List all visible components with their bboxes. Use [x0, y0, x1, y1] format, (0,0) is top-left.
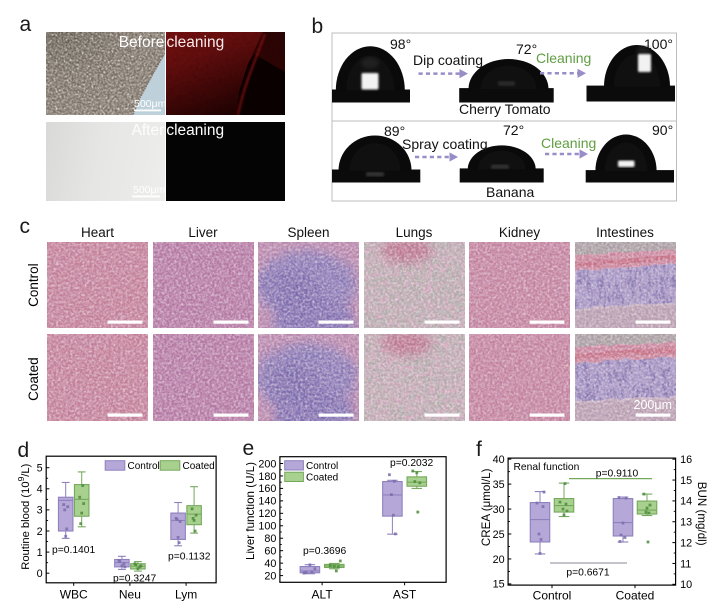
svg-text:120: 120: [258, 508, 276, 520]
svg-text:CREA (μmol/L): CREA (μmol/L): [480, 468, 493, 546]
svg-text:AST: AST: [393, 588, 417, 602]
svg-text:20: 20: [264, 570, 276, 582]
svg-text:p=0.3696: p=0.3696: [303, 546, 347, 557]
svg-text:WBC: WBC: [60, 588, 88, 602]
svg-text:p=0.3247: p=0.3247: [113, 574, 157, 585]
svg-text:BUN (mg/dl): BUN (mg/dl): [695, 482, 708, 546]
svg-text:11: 11: [680, 558, 691, 570]
svg-text:p=0.1132: p=0.1132: [168, 552, 211, 563]
svg-text:p=0.2032: p=0.2032: [390, 458, 434, 469]
svg-text:15: 15: [493, 579, 505, 591]
svg-text:0: 0: [37, 568, 43, 580]
svg-text:100: 100: [258, 521, 276, 533]
svg-text:40: 40: [264, 558, 276, 570]
svg-text:2: 2: [37, 526, 43, 538]
svg-text:500μm: 500μm: [133, 184, 165, 196]
svg-text:Lym: Lym: [175, 588, 197, 602]
svg-text:200: 200: [258, 458, 276, 470]
svg-text:ALT: ALT: [312, 588, 334, 602]
svg-text:60: 60: [264, 545, 276, 557]
svg-text:p=0.9110: p=0.9110: [596, 469, 639, 480]
svg-text:Coated: Coated: [183, 461, 215, 472]
svg-text:30: 30: [493, 504, 505, 516]
svg-text:160: 160: [258, 483, 276, 495]
svg-text:140: 140: [258, 496, 276, 508]
svg-text:14: 14: [680, 496, 692, 508]
svg-text:15: 15: [680, 475, 692, 487]
svg-text:Neu: Neu: [119, 588, 141, 602]
svg-text:p=0.6671: p=0.6671: [566, 567, 610, 578]
svg-text:p=0.1401: p=0.1401: [52, 545, 96, 556]
svg-text:Routine blood (109/L): Routine blood (109/L): [16, 463, 32, 569]
svg-text:16: 16: [680, 454, 692, 466]
svg-text:200μm: 200μm: [633, 398, 671, 412]
svg-text:80: 80: [264, 533, 276, 545]
svg-text:Coated: Coated: [306, 472, 338, 483]
svg-text:3: 3: [37, 505, 43, 517]
svg-text:25: 25: [493, 529, 505, 541]
svg-text:Coated: Coated: [616, 589, 655, 603]
svg-text:4: 4: [37, 484, 43, 496]
svg-text:5: 5: [37, 463, 43, 475]
svg-text:500μm: 500μm: [134, 98, 165, 110]
svg-text:Control: Control: [128, 461, 160, 472]
svg-text:1: 1: [37, 547, 43, 559]
svg-text:10: 10: [680, 579, 692, 591]
svg-text:Liver function (U/L): Liver function (U/L): [246, 462, 257, 560]
svg-text:20: 20: [493, 554, 505, 566]
svg-text:13: 13: [680, 517, 692, 529]
svg-text:12: 12: [680, 537, 692, 549]
svg-text:Renal function: Renal function: [514, 462, 580, 473]
svg-text:Control: Control: [306, 461, 338, 472]
svg-text:40: 40: [493, 454, 505, 466]
svg-text:Control: Control: [533, 589, 572, 603]
svg-text:180: 180: [258, 471, 276, 483]
svg-text:35: 35: [493, 479, 505, 491]
